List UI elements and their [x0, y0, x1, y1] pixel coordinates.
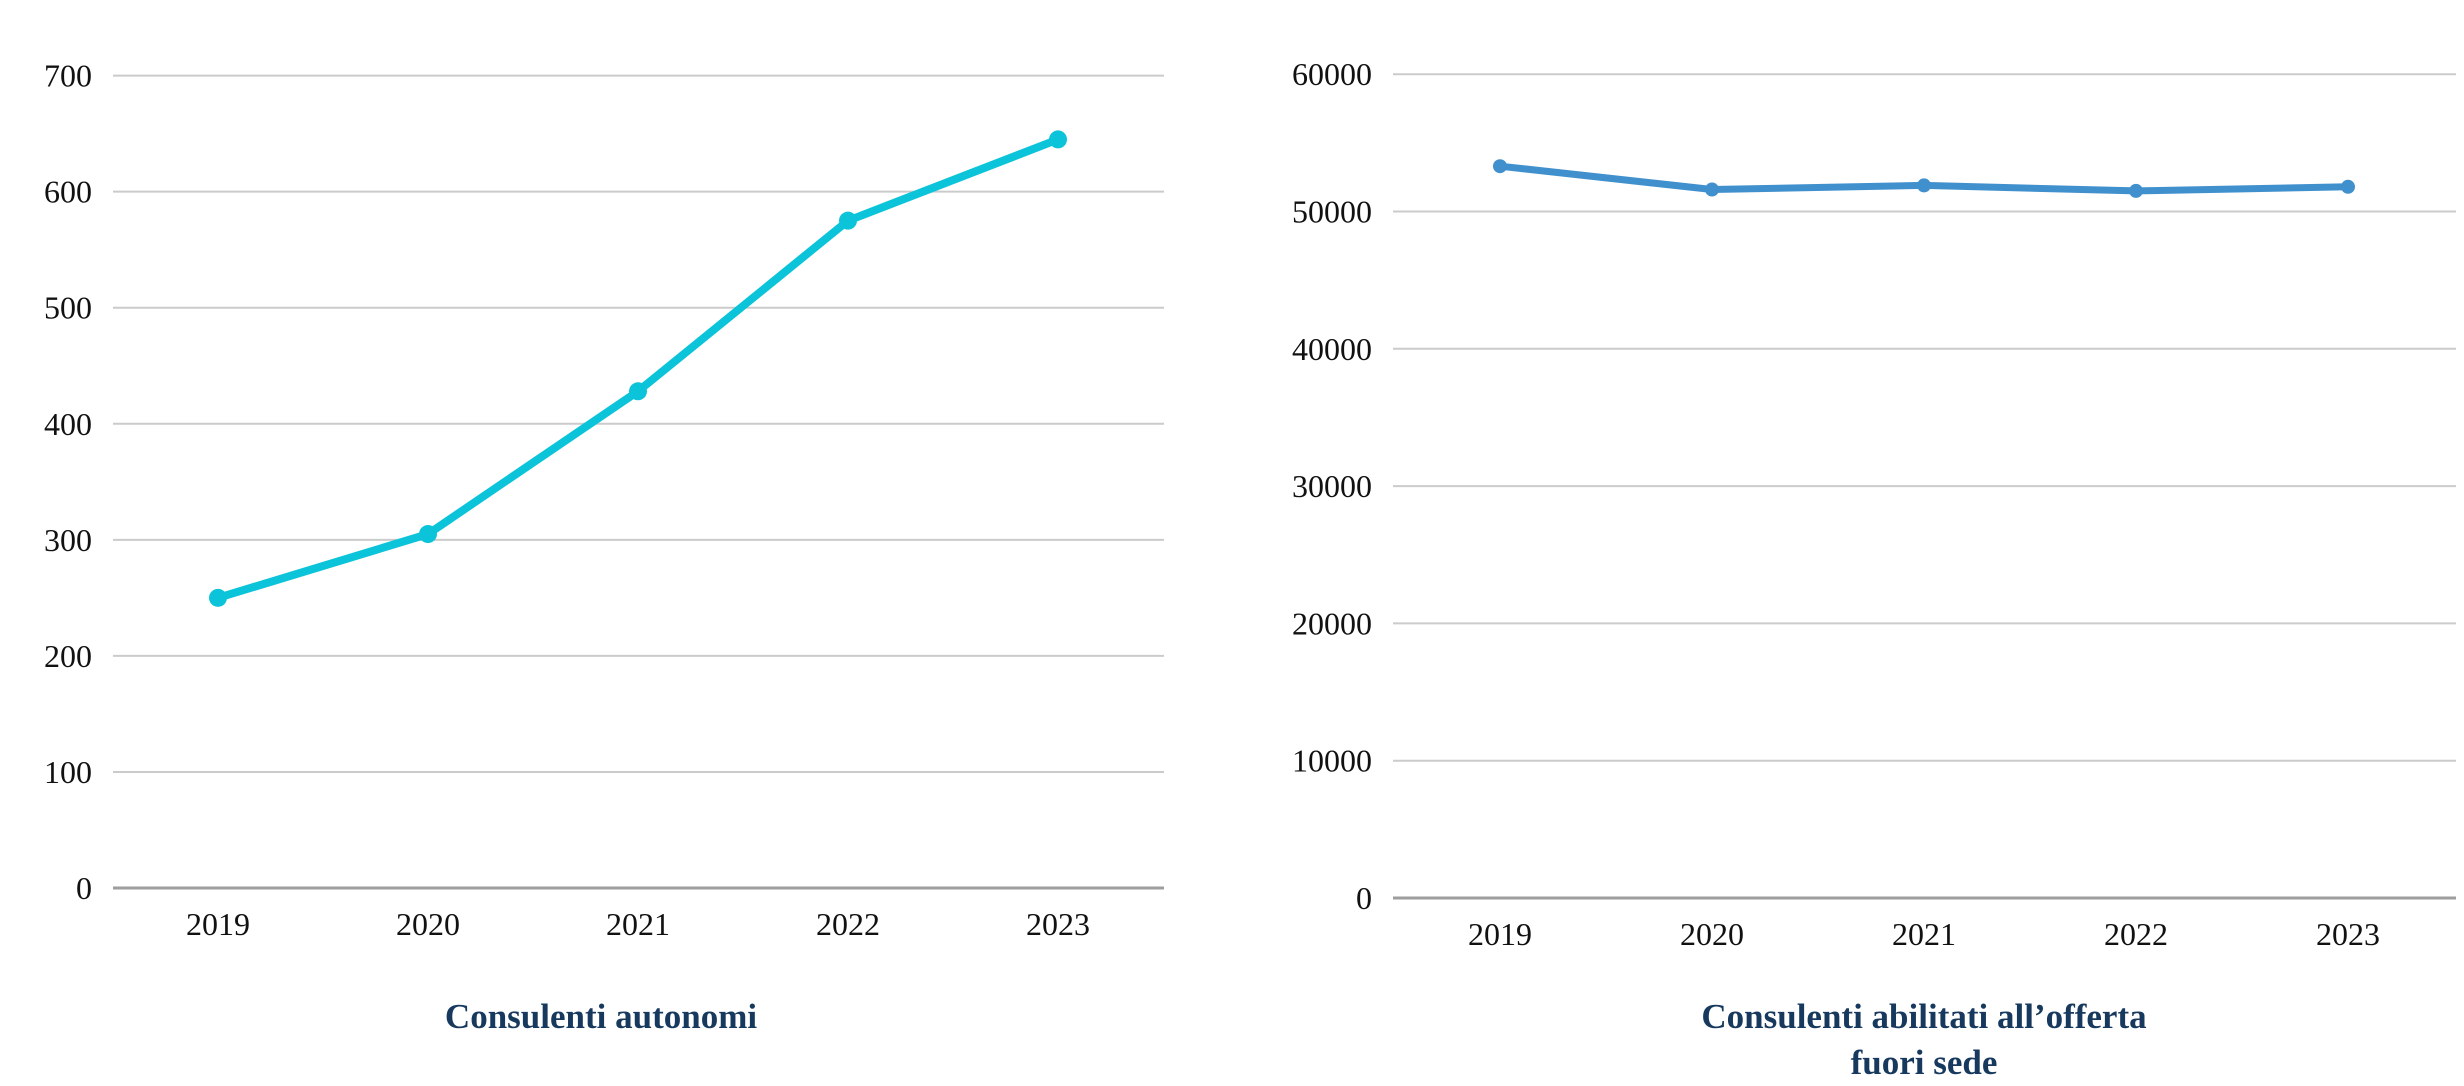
x-tick-label: 2019	[186, 906, 250, 942]
x-tick-label: 2019	[1468, 916, 1532, 952]
y-tick-label: 0	[1356, 880, 1372, 916]
y-tick-label: 200	[44, 638, 92, 674]
data-point-2023	[1049, 130, 1067, 149]
y-tick-label: 400	[44, 406, 92, 442]
x-tick-label: 2021	[1892, 916, 1956, 952]
data-line	[214, 135, 1062, 602]
left-chart-title-line1: Consulenti autonomi	[444, 997, 758, 1036]
x-tick-label: 2020	[1680, 916, 1744, 952]
y-tick-label: 600	[44, 174, 92, 210]
left-chart: 0 100 200 300 400 500 600 700 2019 2020 2021 2022 20…	[44, 58, 1164, 942]
x-tick-label: 2020	[396, 906, 460, 942]
right-chart-title: Consulenti abilitati all’offerta fuori s…	[1393, 994, 2455, 1086]
x-tick-label: 2023	[2316, 916, 2380, 952]
right-chart-title-line1: Consulenti abilitati all’offerta	[1701, 997, 2147, 1036]
data-point-2020	[1705, 182, 1719, 197]
y-tick-label: 100	[44, 754, 92, 790]
data-point-2023	[2341, 179, 2355, 194]
y-tick-label: 10000	[1292, 743, 1372, 779]
data-point-2021	[1917, 178, 1931, 193]
y-tick-label: 40000	[1292, 331, 1372, 367]
y-tick-label: 60000	[1292, 56, 1372, 92]
data-point-2021	[629, 382, 647, 401]
y-tick-label: 700	[44, 58, 92, 94]
y-tick-label: 0	[76, 870, 92, 906]
data-point-2019	[1493, 159, 1507, 174]
y-tick-label: 500	[44, 290, 92, 326]
x-tick-label: 2022	[2104, 916, 2168, 952]
y-tick-label: 300	[44, 522, 92, 558]
data-point-2022	[2129, 183, 2143, 198]
x-tick-label: 2023	[1026, 906, 1090, 942]
y-tick-label: 30000	[1292, 468, 1372, 504]
data-point-2022	[839, 211, 857, 230]
right-chart-title-line2: fuori sede	[1850, 1043, 1998, 1082]
right-chart: 0 10000 20000 30000 40000 50000 60000 2019 2020 2…	[1292, 56, 2456, 952]
y-tick-label: 20000	[1292, 605, 1372, 641]
y-tick-label: 50000	[1292, 194, 1372, 230]
data-point-2019	[209, 588, 227, 607]
x-tick-label: 2022	[816, 906, 880, 942]
data-point-2020	[419, 525, 437, 544]
left-chart-title: Consulenti autonomi	[0, 994, 1202, 1040]
x-tick-label: 2021	[606, 906, 670, 942]
